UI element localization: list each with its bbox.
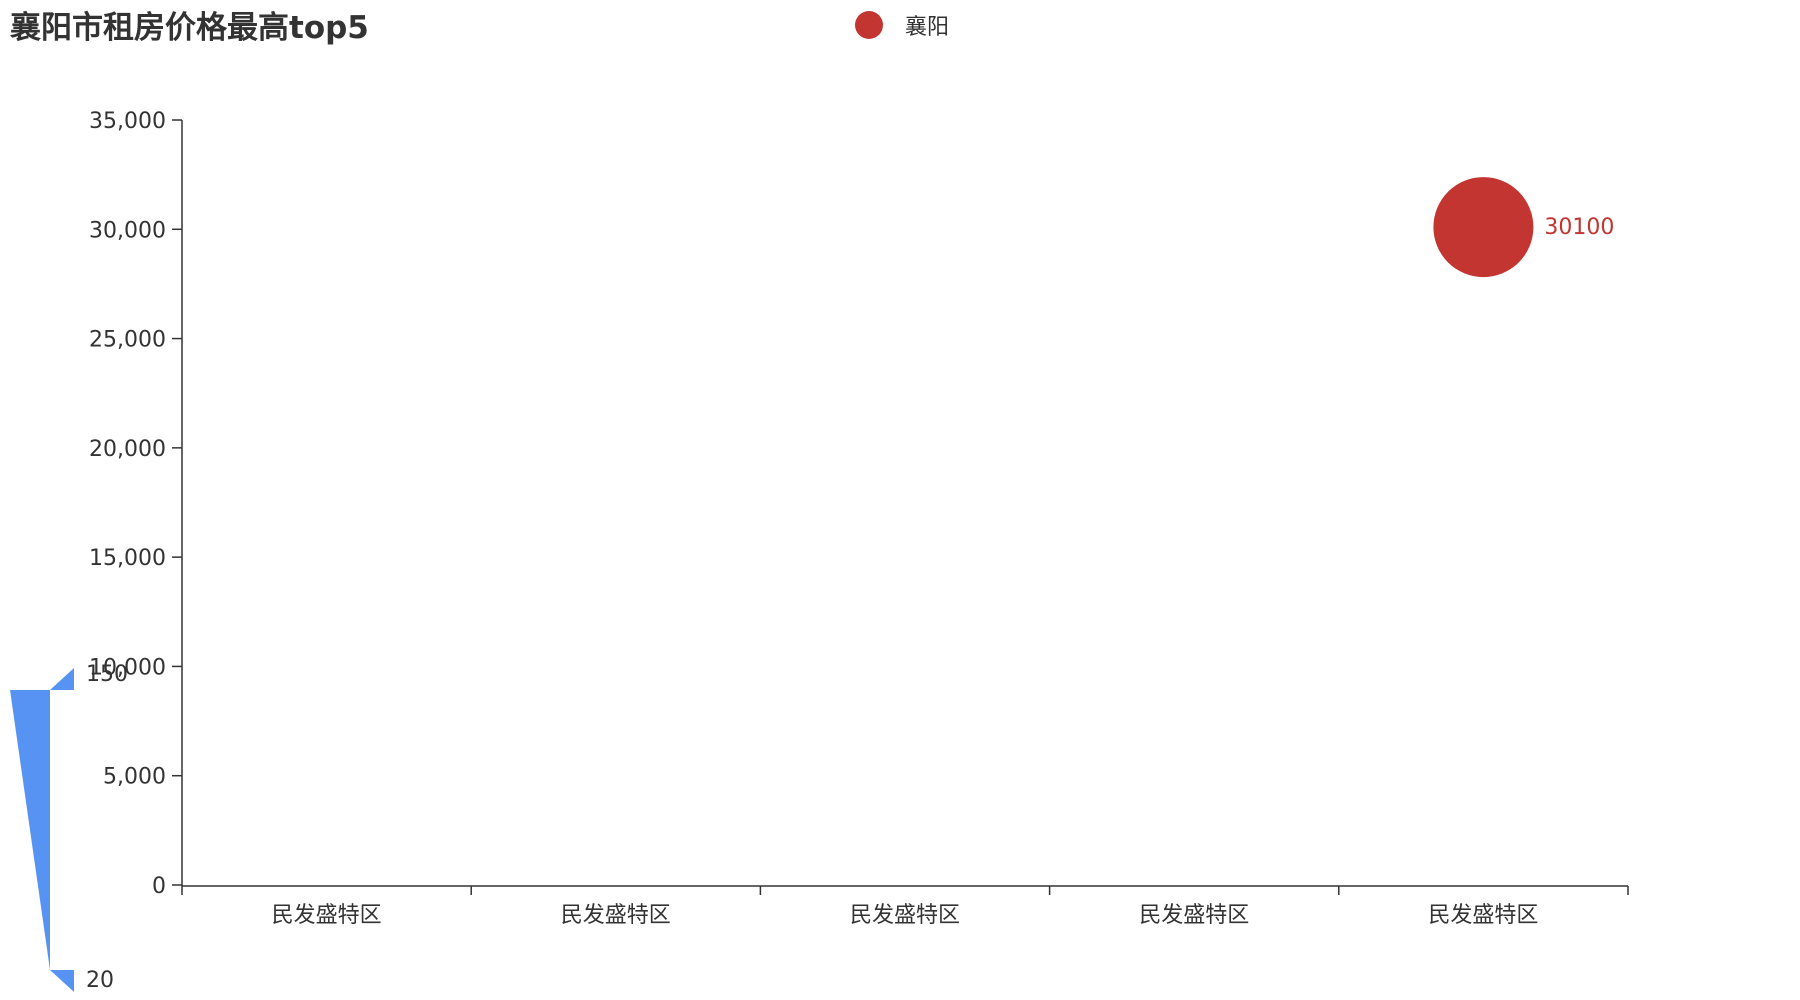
y-tick-label: 5,000	[103, 765, 166, 790]
y-tick-label: 20,000	[89, 437, 166, 462]
y-tick-label: 25,000	[89, 328, 166, 353]
x-tick-label: 民发盛特区	[561, 903, 671, 928]
y-tick-label: 15,000	[89, 546, 166, 571]
legend-marker-icon	[855, 11, 883, 39]
x-tick-label: 民发盛特区	[272, 903, 382, 928]
visual-map-min-label: 20	[86, 968, 114, 993]
y-axis: 0 5,000 10,000 15,000 20,000 25,000 30,000 35,0…	[89, 109, 183, 899]
data-point[interactable]	[1433, 177, 1534, 278]
y-tick-label: 35,000	[89, 109, 166, 134]
visual-map-bottom-handle[interactable]	[50, 970, 74, 992]
x-tick-label: 民发盛特区	[850, 903, 960, 928]
legend-label: 襄阳	[905, 15, 950, 40]
visual-map-top-handle[interactable]	[50, 668, 74, 690]
y-tick-label: 10,000	[89, 655, 166, 680]
visual-map[interactable]: 150 20	[10, 662, 128, 993]
y-tick-label: 30,000	[89, 218, 166, 243]
visual-map-max-label: 150	[86, 662, 128, 687]
x-tick-label: 民发盛特区	[1139, 903, 1249, 928]
visual-map-gradient-bar	[10, 690, 50, 970]
data-label: 30100	[1544, 215, 1614, 240]
y-tick-label: 0	[152, 874, 166, 899]
chart-title: 襄阳市租房价格最高top5	[10, 10, 369, 46]
x-axis: 民发盛特区 民发盛特区 民发盛特区 民发盛特区 民发盛特区	[181, 885, 1629, 928]
data-points: 30100	[1433, 177, 1614, 278]
x-tick-label: 民发盛特区	[1428, 903, 1538, 928]
legend[interactable]: 襄阳	[855, 9, 949, 41]
